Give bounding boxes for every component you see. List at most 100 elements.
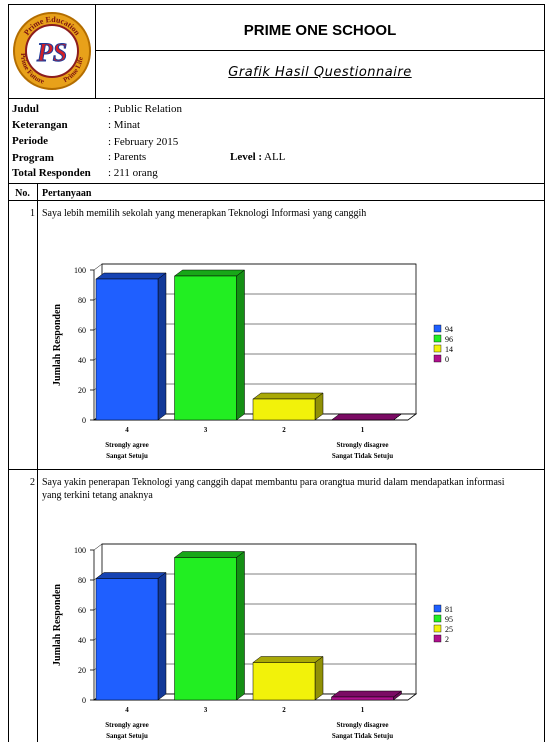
col-header-no: No. xyxy=(8,188,37,199)
y-tick-label: 40 xyxy=(78,356,86,365)
bar-side-4 xyxy=(158,573,166,701)
y-tick-label: 80 xyxy=(78,296,86,305)
col-header-question: Pertanyaan xyxy=(42,188,91,199)
bar-top-4 xyxy=(96,573,166,579)
note-sangat-tidak-setuju: Sangat Tidak Setuju xyxy=(332,732,393,740)
legend-label: 94 xyxy=(445,325,453,334)
bar-side-4 xyxy=(158,273,166,420)
legend-label: 96 xyxy=(445,335,453,344)
y-tick-label: 0 xyxy=(82,696,86,705)
bar-top-2 xyxy=(253,657,323,663)
note-sangat-setuju: Sangat Setuju xyxy=(106,452,148,460)
legend-swatch xyxy=(434,355,441,362)
y-tick-label: 60 xyxy=(78,606,86,615)
level-label: Level : xyxy=(230,151,262,163)
bar-3 xyxy=(175,276,237,420)
y-tick-label: 40 xyxy=(78,636,86,645)
bar-top-3 xyxy=(175,270,245,276)
legend-label: 81 xyxy=(445,605,453,614)
y-axis-label: Jumlah Responden xyxy=(52,584,63,666)
chart-question-1: 0 20 40 60 80 100 Jumlah Responden 4 3 2 1 Strongly… xyxy=(38,240,544,468)
x-tick-label: 1 xyxy=(361,706,365,714)
y-tick-label: 60 xyxy=(78,326,86,335)
y-tick-label: 20 xyxy=(78,386,86,395)
meta-value-total: : 211 orang xyxy=(108,167,158,179)
gridline-diagonal xyxy=(94,544,102,550)
legend-swatch xyxy=(434,625,441,632)
bar-1 xyxy=(332,697,394,700)
y-tick-label: 100 xyxy=(74,546,86,555)
bar-chart: 0 20 40 60 80 100 Jumlah Responden 4 3 2 1 Strongly… xyxy=(38,240,544,468)
note-sangat-tidak-setuju: Sangat Tidak Setuju xyxy=(332,452,393,460)
meta-label-judul: Judul xyxy=(12,103,39,115)
level-value: ALL xyxy=(264,151,285,163)
header-mid-rule xyxy=(95,50,545,51)
legend-label: 14 xyxy=(445,345,453,354)
row-rule xyxy=(8,469,545,470)
logo-monogram: PS xyxy=(36,38,67,67)
question-text: Saya lebih memilih sekolah yang menerapk… xyxy=(42,207,366,220)
page-subtitle: Grafik Hasil Questionnaire xyxy=(96,65,544,80)
question-number: 1 xyxy=(8,207,35,220)
legend-label: 2 xyxy=(445,635,449,644)
y-axis-label: Jumlah Responden xyxy=(52,304,63,386)
bar-side-3 xyxy=(237,270,245,420)
question-text-line-2: yang terkini tetang anaknya xyxy=(42,489,153,502)
note-strongly-disagree: Strongly disagree xyxy=(336,721,388,729)
meta-label-keterangan: Keterangan xyxy=(12,119,68,131)
school-logo: Prime Education Prime Future Prime Life … xyxy=(12,8,92,94)
legend-label: 95 xyxy=(445,615,453,624)
meta-label-periode: Periode xyxy=(12,135,48,147)
legend-swatch xyxy=(434,345,441,352)
meta-value-judul: : Public Relation xyxy=(108,103,182,115)
note-sangat-setuju: Sangat Setuju xyxy=(106,732,148,740)
bar-top-4 xyxy=(96,273,166,279)
bar-top-3 xyxy=(175,552,245,558)
table-top-rule xyxy=(8,183,545,184)
bar-3 xyxy=(175,558,237,701)
note-strongly-agree: Strongly agree xyxy=(105,721,149,729)
x-tick-label: 2 xyxy=(282,706,286,714)
question-text-line-1: Saya yakin penerapan Teknologi yang cang… xyxy=(42,476,505,489)
legend-swatch xyxy=(434,335,441,342)
y-tick-label: 20 xyxy=(78,666,86,675)
bar-2 xyxy=(253,399,315,420)
table-header-rule xyxy=(8,200,545,201)
bar-4 xyxy=(96,279,158,420)
x-tick-label: 4 xyxy=(125,426,129,434)
x-tick-label: 3 xyxy=(204,426,208,434)
note-strongly-disagree: Strongly disagree xyxy=(336,441,388,449)
header-divider xyxy=(95,4,96,99)
y-tick-label: 100 xyxy=(74,266,86,275)
header-bottom-rule xyxy=(8,98,545,99)
meta-value-keterangan: : Minat xyxy=(108,119,140,131)
frame-right xyxy=(544,4,545,742)
meta-value-periode: : February 2015 xyxy=(108,136,178,148)
bar-4 xyxy=(96,579,158,701)
meta-value-program: : Parents xyxy=(108,151,146,163)
x-tick-label: 2 xyxy=(282,426,286,434)
legend-label: 25 xyxy=(445,625,453,634)
frame-left xyxy=(8,4,9,742)
x-tick-label: 4 xyxy=(125,706,129,714)
note-strongly-agree: Strongly agree xyxy=(105,441,149,449)
legend-swatch xyxy=(434,325,441,332)
bar-top-2 xyxy=(253,393,323,399)
meta-label-program: Program xyxy=(12,152,54,164)
meta-label-total: Total Responden xyxy=(12,167,91,179)
school-name: PRIME ONE SCHOOL xyxy=(96,22,544,39)
legend-swatch xyxy=(434,605,441,612)
question-number: 2 xyxy=(8,476,35,489)
legend-label: 0 xyxy=(445,355,449,364)
bar-2 xyxy=(253,663,315,701)
legend-swatch xyxy=(434,615,441,622)
x-tick-label: 1 xyxy=(361,426,365,434)
bar-side-3 xyxy=(237,552,245,701)
bar-top-1 xyxy=(332,414,402,420)
frame-top xyxy=(8,4,545,5)
bar-side-2 xyxy=(315,657,323,701)
x-tick-label: 3 xyxy=(204,706,208,714)
legend-swatch xyxy=(434,635,441,642)
